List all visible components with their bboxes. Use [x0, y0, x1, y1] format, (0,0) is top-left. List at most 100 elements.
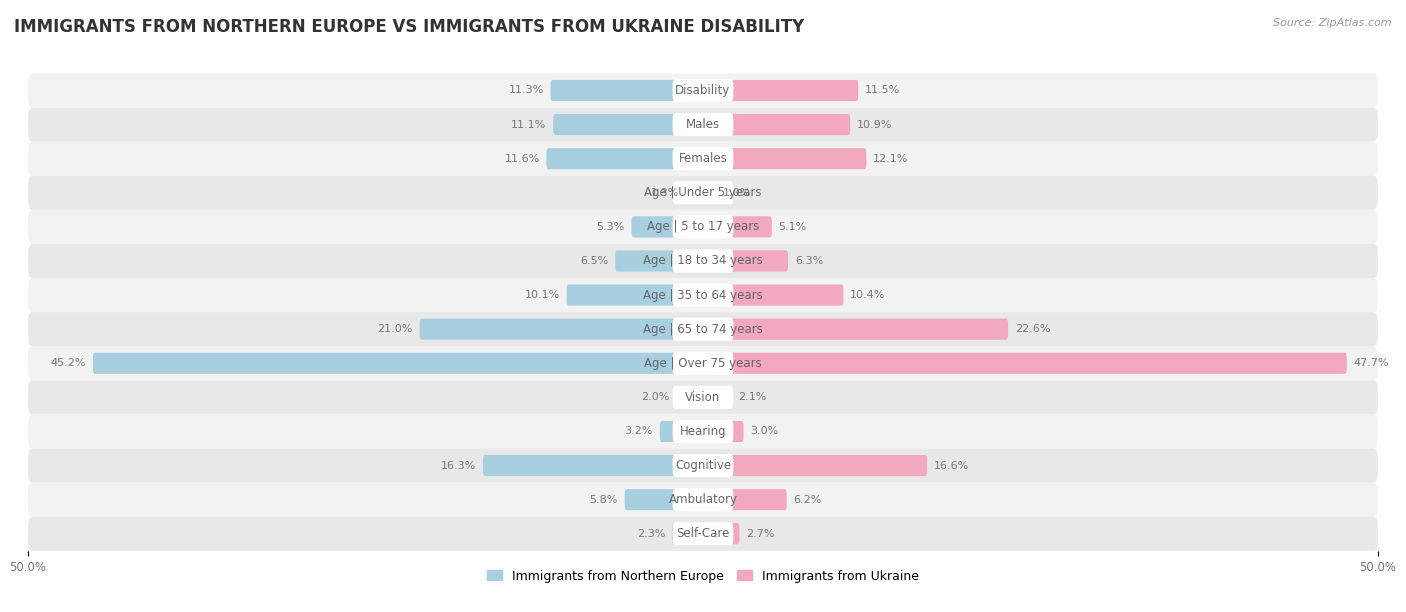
Text: 11.1%: 11.1%: [512, 119, 547, 130]
FancyBboxPatch shape: [659, 421, 703, 442]
Text: 5.8%: 5.8%: [589, 494, 619, 505]
FancyBboxPatch shape: [703, 353, 1347, 374]
Text: 6.3%: 6.3%: [794, 256, 823, 266]
Text: Age | 65 to 74 years: Age | 65 to 74 years: [643, 323, 763, 335]
FancyBboxPatch shape: [672, 215, 734, 239]
Text: 2.0%: 2.0%: [641, 392, 669, 402]
Text: 12.1%: 12.1%: [873, 154, 908, 163]
Text: Males: Males: [686, 118, 720, 131]
FancyBboxPatch shape: [28, 483, 1378, 517]
FancyBboxPatch shape: [616, 250, 703, 272]
Text: 16.6%: 16.6%: [934, 461, 969, 471]
Text: 22.6%: 22.6%: [1015, 324, 1050, 334]
Text: 47.7%: 47.7%: [1354, 358, 1389, 368]
Text: 5.1%: 5.1%: [779, 222, 807, 232]
Text: 45.2%: 45.2%: [51, 358, 86, 368]
FancyBboxPatch shape: [672, 79, 734, 102]
Text: 6.2%: 6.2%: [793, 494, 823, 505]
Text: Ambulatory: Ambulatory: [668, 493, 738, 506]
FancyBboxPatch shape: [672, 352, 734, 375]
FancyBboxPatch shape: [703, 319, 1008, 340]
FancyBboxPatch shape: [672, 249, 734, 272]
FancyBboxPatch shape: [672, 488, 734, 511]
Text: Age | Over 75 years: Age | Over 75 years: [644, 357, 762, 370]
FancyBboxPatch shape: [672, 113, 734, 136]
FancyBboxPatch shape: [553, 114, 703, 135]
Text: Vision: Vision: [685, 391, 721, 404]
Text: 5.3%: 5.3%: [596, 222, 624, 232]
FancyBboxPatch shape: [631, 216, 703, 237]
Text: IMMIGRANTS FROM NORTHERN EUROPE VS IMMIGRANTS FROM UKRAINE DISABILITY: IMMIGRANTS FROM NORTHERN EUROPE VS IMMIG…: [14, 18, 804, 36]
Text: Source: ZipAtlas.com: Source: ZipAtlas.com: [1274, 18, 1392, 28]
FancyBboxPatch shape: [703, 523, 740, 544]
Legend: Immigrants from Northern Europe, Immigrants from Ukraine: Immigrants from Northern Europe, Immigra…: [482, 564, 924, 588]
FancyBboxPatch shape: [703, 285, 844, 305]
Text: 10.9%: 10.9%: [856, 119, 893, 130]
FancyBboxPatch shape: [419, 319, 703, 340]
FancyBboxPatch shape: [28, 312, 1378, 346]
Text: Hearing: Hearing: [679, 425, 727, 438]
Text: Self-Care: Self-Care: [676, 528, 730, 540]
FancyBboxPatch shape: [547, 148, 703, 170]
Text: Disability: Disability: [675, 84, 731, 97]
Text: Age | Under 5 years: Age | Under 5 years: [644, 186, 762, 200]
FancyBboxPatch shape: [686, 182, 703, 203]
FancyBboxPatch shape: [703, 489, 787, 510]
Text: Age | 35 to 64 years: Age | 35 to 64 years: [643, 289, 763, 302]
FancyBboxPatch shape: [551, 80, 703, 101]
Text: 11.3%: 11.3%: [509, 86, 544, 95]
FancyBboxPatch shape: [703, 387, 731, 408]
Text: 3.2%: 3.2%: [624, 427, 652, 436]
FancyBboxPatch shape: [703, 421, 744, 442]
FancyBboxPatch shape: [484, 455, 703, 476]
FancyBboxPatch shape: [703, 250, 787, 272]
FancyBboxPatch shape: [28, 449, 1378, 483]
Text: Cognitive: Cognitive: [675, 459, 731, 472]
Text: 2.7%: 2.7%: [747, 529, 775, 539]
FancyBboxPatch shape: [703, 182, 717, 203]
Text: 11.5%: 11.5%: [865, 86, 900, 95]
FancyBboxPatch shape: [703, 80, 858, 101]
FancyBboxPatch shape: [672, 454, 734, 477]
FancyBboxPatch shape: [672, 147, 734, 170]
Text: 11.6%: 11.6%: [505, 154, 540, 163]
Text: Females: Females: [679, 152, 727, 165]
FancyBboxPatch shape: [703, 216, 772, 237]
FancyBboxPatch shape: [703, 148, 866, 170]
Text: 3.0%: 3.0%: [751, 427, 779, 436]
FancyBboxPatch shape: [28, 380, 1378, 414]
FancyBboxPatch shape: [28, 73, 1378, 108]
FancyBboxPatch shape: [28, 141, 1378, 176]
FancyBboxPatch shape: [672, 283, 734, 307]
FancyBboxPatch shape: [28, 517, 1378, 551]
FancyBboxPatch shape: [672, 386, 734, 409]
FancyBboxPatch shape: [703, 114, 851, 135]
FancyBboxPatch shape: [28, 414, 1378, 449]
Text: 21.0%: 21.0%: [377, 324, 413, 334]
FancyBboxPatch shape: [672, 420, 734, 443]
Text: 1.0%: 1.0%: [723, 188, 751, 198]
FancyBboxPatch shape: [624, 489, 703, 510]
Text: 10.1%: 10.1%: [524, 290, 560, 300]
FancyBboxPatch shape: [672, 523, 703, 544]
Text: 2.3%: 2.3%: [637, 529, 665, 539]
Text: 2.1%: 2.1%: [738, 392, 766, 402]
FancyBboxPatch shape: [28, 346, 1378, 380]
FancyBboxPatch shape: [28, 210, 1378, 244]
FancyBboxPatch shape: [567, 285, 703, 305]
FancyBboxPatch shape: [28, 176, 1378, 210]
FancyBboxPatch shape: [672, 522, 734, 545]
Text: Age | 18 to 34 years: Age | 18 to 34 years: [643, 255, 763, 267]
FancyBboxPatch shape: [93, 353, 703, 374]
FancyBboxPatch shape: [672, 181, 734, 204]
FancyBboxPatch shape: [28, 244, 1378, 278]
Text: 1.3%: 1.3%: [651, 188, 679, 198]
FancyBboxPatch shape: [676, 387, 703, 408]
FancyBboxPatch shape: [28, 108, 1378, 141]
FancyBboxPatch shape: [28, 278, 1378, 312]
FancyBboxPatch shape: [672, 318, 734, 341]
Text: 6.5%: 6.5%: [581, 256, 609, 266]
Text: Age | 5 to 17 years: Age | 5 to 17 years: [647, 220, 759, 233]
FancyBboxPatch shape: [703, 455, 927, 476]
Text: 10.4%: 10.4%: [851, 290, 886, 300]
